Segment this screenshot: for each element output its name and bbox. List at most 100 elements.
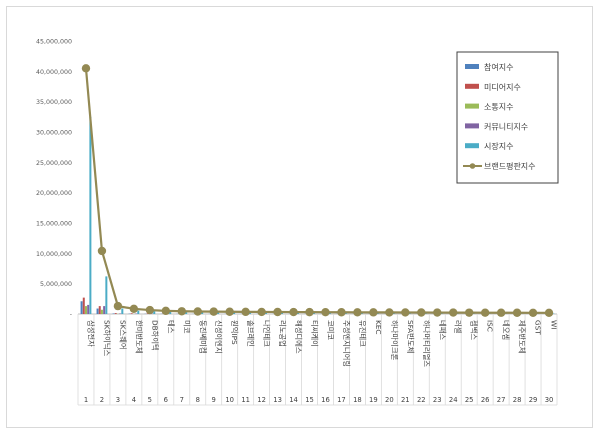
category-label-group: 하나머티리얼즈 [422, 320, 431, 367]
line-point-12 [257, 307, 266, 317]
legend-label: 미디어지수 [484, 82, 521, 92]
line-point-15 [305, 307, 314, 317]
line-point-26 [480, 308, 490, 317]
category-label: SK스퀘어 [118, 320, 127, 350]
rank-label: 16 [321, 396, 330, 404]
category-label: 나인테크 [262, 320, 271, 347]
category-label-group: KEC [374, 320, 383, 335]
line-point-25 [464, 308, 474, 317]
legend-swatch [465, 83, 479, 89]
bar-시장지수-11 [249, 312, 252, 314]
line-point-23 [433, 308, 442, 317]
category-label-group: 하나마이크론 [390, 320, 399, 361]
rank-label: 1 [84, 396, 88, 404]
category-label: 젬백스 [470, 320, 479, 340]
line-point-29 [528, 308, 538, 317]
line-point-14 [289, 307, 298, 317]
bar-시장지수-13 [280, 312, 283, 314]
line-point-1 [81, 64, 91, 73]
rank-label: 18 [353, 396, 362, 404]
y-tick-label: 10,000,000 [36, 251, 72, 258]
line-point-19 [369, 308, 378, 317]
rank-label: 11 [241, 396, 250, 404]
category-label-group: 러셀 [454, 320, 463, 334]
category-label: 원익IPS [230, 320, 239, 345]
line-point-3 [113, 301, 123, 311]
y-tick-label: 15,000,000 [36, 221, 72, 228]
line-point-2 [97, 246, 107, 256]
category-label-group: 해성디에스 [294, 320, 303, 354]
legend-label: 소통지수 [484, 103, 513, 112]
bar-시장지수-4 [137, 310, 140, 314]
bar-시장지수-8 [201, 312, 204, 314]
category-label: ISC [486, 320, 495, 332]
rank-label: 21 [401, 396, 410, 404]
legend-swatch [465, 64, 479, 69]
category-label: KEC [374, 320, 383, 335]
bar-소통지수-1 [84, 306, 87, 314]
line-point-16 [321, 307, 330, 317]
legend-box [456, 51, 559, 184]
bar-커뮤니티지수-1 [87, 304, 90, 314]
line-series [81, 64, 554, 318]
rank-label: 5 [148, 396, 152, 404]
rank-label: 13 [273, 396, 282, 404]
rank-label: 9 [212, 396, 216, 404]
category-label-group: WI [550, 320, 559, 329]
y-tick-label: 45,000,000 [36, 39, 72, 46]
category-label: 삼성전자 [86, 320, 95, 347]
category-label: 주성엔지니어링 [342, 320, 351, 367]
bar-시장지수-5 [153, 311, 156, 314]
category-label-group: 젬백스 [470, 320, 479, 340]
category-label: WI [550, 320, 559, 329]
category-label-group: 테스 [166, 320, 175, 334]
category-label-group: 유진테크 [358, 320, 367, 347]
category-label-group: 삼성전자 [86, 320, 95, 347]
category-label: 신성이엔지 [214, 320, 223, 354]
category-label-group: 동진쎄미켐 [198, 320, 207, 354]
category-label-group: 주성엔지니어링 [342, 320, 351, 367]
category-label-group: 티씨케이 [310, 320, 319, 347]
rank-label: 8 [196, 396, 200, 404]
legend-swatch-marker [469, 163, 476, 169]
y-tick-label: 30,000,000 [36, 130, 72, 137]
category-label: 제주반도체 [518, 320, 527, 354]
bar-참여지수-2 [96, 308, 99, 314]
category-label-group: DB하이텍 [150, 320, 159, 351]
category-label-group: ISC [486, 320, 495, 332]
bar-시장지수-3 [121, 308, 124, 314]
category-label-group: GST [534, 320, 543, 335]
line-point-30 [544, 308, 554, 318]
category-label: 하나머티리얼즈 [422, 320, 431, 367]
category-label: 코미코 [326, 320, 335, 340]
category-label: SK하이닉스 [102, 320, 111, 357]
legend-swatch [465, 123, 479, 129]
category-label-group: 제주반도체 [518, 320, 527, 354]
category-label: 솔브레인 [246, 320, 255, 347]
line-point-6 [161, 306, 171, 316]
rank-label: 28 [513, 396, 522, 404]
bar-시장지수-16 [328, 312, 331, 314]
rank-label: 2 [100, 396, 104, 404]
bar-미디어지수-2 [98, 306, 101, 314]
legend-label: 참여지수 [484, 62, 513, 72]
bar-시장지수-1 [89, 116, 92, 314]
bar-커뮤니티지수-3 [119, 313, 122, 314]
bar-시장지수-6 [169, 311, 172, 314]
bar-시장지수-15 [312, 312, 315, 314]
bar-미디어지수-3 [114, 313, 117, 314]
bar-미디어지수-4 [130, 313, 133, 314]
legend-label: 시장지수 [484, 141, 513, 151]
bar-시장지수-9 [217, 312, 220, 314]
legend-label: 브랜드평판지수 [484, 161, 536, 171]
rank-label: 30 [545, 396, 554, 404]
category-label: 유진테크 [358, 320, 367, 347]
category-label-group: 네오셈 [502, 320, 511, 340]
y-tick-label: 5,000,000 [40, 281, 72, 288]
bar-커뮤니티지수-2 [103, 306, 106, 314]
category-label: 한미반도체 [134, 320, 143, 354]
line-point-20 [385, 308, 394, 317]
category-label-group: 코미코 [326, 320, 335, 340]
bar-참여지수-3 [112, 313, 115, 314]
